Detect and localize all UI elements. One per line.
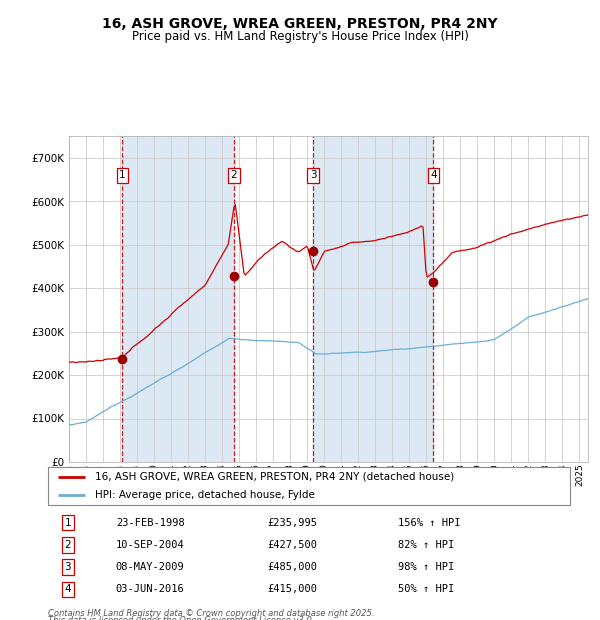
Text: 4: 4 — [430, 170, 437, 180]
Text: 156% ↑ HPI: 156% ↑ HPI — [398, 518, 460, 528]
Text: 4: 4 — [65, 584, 71, 594]
Text: 3: 3 — [310, 170, 316, 180]
Text: Price paid vs. HM Land Registry's House Price Index (HPI): Price paid vs. HM Land Registry's House … — [131, 30, 469, 43]
Text: 10-SEP-2004: 10-SEP-2004 — [116, 540, 185, 550]
Bar — [122, 136, 234, 462]
Text: 08-MAY-2009: 08-MAY-2009 — [116, 562, 185, 572]
Text: HPI: Average price, detached house, Fylde: HPI: Average price, detached house, Fyld… — [95, 490, 315, 500]
Text: 2: 2 — [65, 540, 71, 550]
Text: This data is licensed under the Open Government Licence v3.0.: This data is licensed under the Open Gov… — [48, 616, 314, 620]
Text: 1: 1 — [65, 518, 71, 528]
Text: 23-FEB-1998: 23-FEB-1998 — [116, 518, 185, 528]
Text: 2: 2 — [230, 170, 237, 180]
Text: 82% ↑ HPI: 82% ↑ HPI — [398, 540, 454, 550]
Text: 16, ASH GROVE, WREA GREEN, PRESTON, PR4 2NY (detached house): 16, ASH GROVE, WREA GREEN, PRESTON, PR4 … — [95, 472, 454, 482]
Bar — [313, 136, 433, 462]
Text: 1: 1 — [119, 170, 126, 180]
FancyBboxPatch shape — [48, 467, 570, 505]
Text: £415,000: £415,000 — [267, 584, 317, 594]
Text: 50% ↑ HPI: 50% ↑ HPI — [398, 584, 454, 594]
Text: £485,000: £485,000 — [267, 562, 317, 572]
Text: £427,500: £427,500 — [267, 540, 317, 550]
Text: £235,995: £235,995 — [267, 518, 317, 528]
Text: 16, ASH GROVE, WREA GREEN, PRESTON, PR4 2NY: 16, ASH GROVE, WREA GREEN, PRESTON, PR4 … — [102, 17, 498, 31]
Text: 98% ↑ HPI: 98% ↑ HPI — [398, 562, 454, 572]
Text: 3: 3 — [65, 562, 71, 572]
Text: Contains HM Land Registry data © Crown copyright and database right 2025.: Contains HM Land Registry data © Crown c… — [48, 609, 374, 618]
Text: 03-JUN-2016: 03-JUN-2016 — [116, 584, 185, 594]
